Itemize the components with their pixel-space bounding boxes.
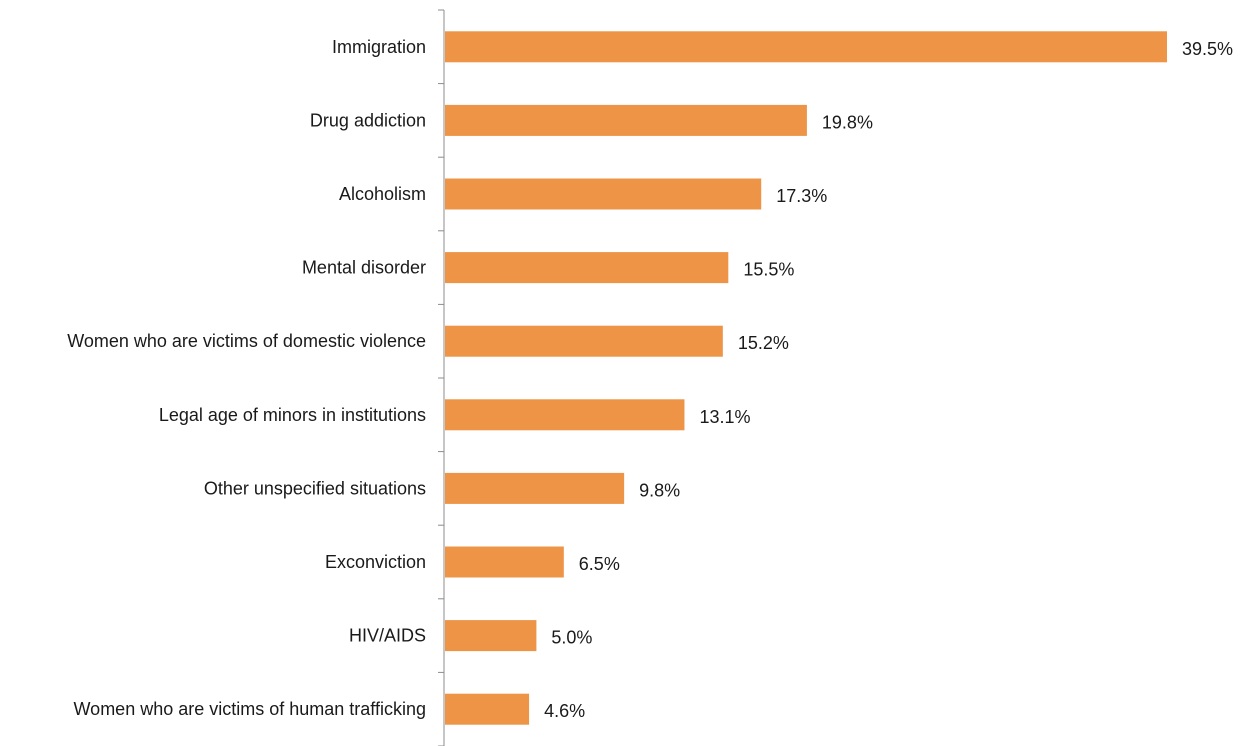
category-label: Drug addiction: [310, 110, 426, 130]
bar: [445, 325, 723, 357]
data-label: 13.1%: [699, 407, 750, 427]
labels-layer: Immigration 39.5% Drug addiction 19.8% Alcoh…: [67, 37, 1233, 721]
category-label: Immigration: [332, 37, 426, 57]
bar: [445, 178, 762, 210]
category-label: Other unspecified situations: [204, 478, 426, 498]
data-label: 39.5%: [1182, 39, 1233, 59]
data-label: 4.6%: [544, 701, 585, 721]
data-label: 15.2%: [738, 333, 789, 353]
bar: [445, 472, 625, 504]
category-label: Mental disorder: [302, 258, 426, 278]
category-label: Women who are victims of human trafficki…: [74, 699, 426, 719]
category-label: HIV/AIDS: [349, 626, 426, 646]
data-label: 17.3%: [776, 186, 827, 206]
data-label: 19.8%: [822, 112, 873, 132]
data-label: 15.5%: [743, 260, 794, 280]
bar: [445, 31, 1167, 63]
category-label: Women who are victims of domestic violen…: [67, 331, 426, 351]
category-axis: [438, 9, 445, 746]
bars-layer: [445, 31, 1167, 725]
bar: [445, 693, 530, 725]
category-label: Exconviction: [325, 552, 426, 572]
category-label: Legal age of minors in institutions: [159, 405, 426, 425]
data-label: 6.5%: [579, 554, 620, 574]
bar: [445, 620, 537, 652]
bar: [445, 546, 564, 578]
category-label: Alcoholism: [339, 184, 426, 204]
data-label: 9.8%: [639, 480, 680, 500]
bar: [445, 252, 729, 284]
data-label: 5.0%: [551, 628, 592, 648]
bar: [445, 399, 685, 431]
bar: [445, 104, 807, 136]
